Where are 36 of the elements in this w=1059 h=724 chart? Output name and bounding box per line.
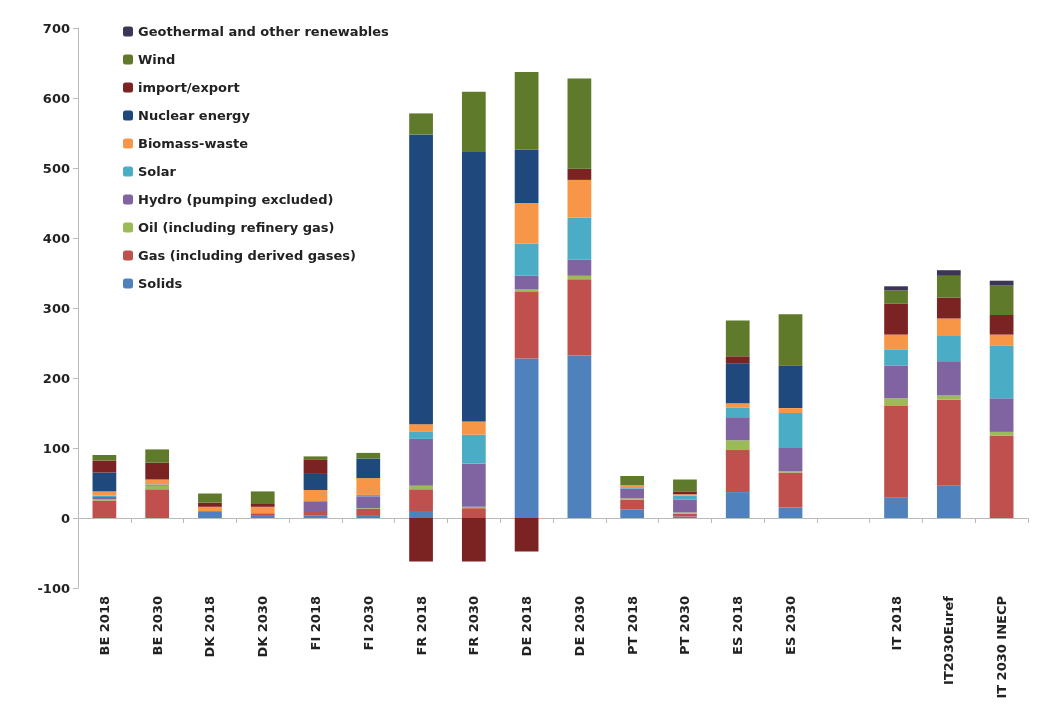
legend-label: import/export bbox=[138, 80, 240, 95]
x-tick-label: PT 2018 bbox=[624, 596, 640, 656]
legend-label: Solar bbox=[138, 164, 177, 179]
x-tick-label: DE 2030 bbox=[571, 596, 587, 657]
y-tick-label: 100 bbox=[42, 440, 70, 456]
x-tick-label: FI 2030 bbox=[360, 596, 376, 651]
legend-label: Solids bbox=[138, 276, 183, 291]
x-tick-label: FR 2018 bbox=[413, 596, 429, 656]
x-tick-label: ES 2030 bbox=[783, 596, 798, 655]
y-tick-label: -100 bbox=[37, 580, 70, 596]
x-tick-label: DK 2030 bbox=[255, 596, 271, 658]
x-tick-label: IT2030Euref bbox=[941, 595, 957, 685]
legend-label: Wind bbox=[138, 52, 176, 67]
x-tick-label: DE 2018 bbox=[519, 596, 535, 657]
y-tick-label: 600 bbox=[42, 90, 70, 106]
legend-label: Geothermal and other renewables bbox=[138, 24, 390, 39]
legend-label: Biomass-waste bbox=[138, 136, 249, 151]
y-tick-label: 500 bbox=[42, 160, 70, 176]
legend-label: Hydro (pumping excluded) bbox=[138, 192, 334, 207]
x-tick-label: FR 2030 bbox=[466, 596, 482, 656]
y-tick-label: 700 bbox=[42, 20, 70, 36]
x-tick-label: BE 2030 bbox=[149, 596, 165, 656]
y-tick-label: 400 bbox=[42, 230, 70, 246]
legend-label: Nuclear energy bbox=[138, 108, 251, 123]
y-tick-label: 0 bbox=[60, 510, 70, 526]
x-tick-label: ES 2018 bbox=[730, 596, 746, 655]
y-tick-label: 200 bbox=[42, 370, 70, 386]
x-tick-label: FI 2018 bbox=[308, 596, 323, 651]
x-tick-label: IT 2018 bbox=[888, 596, 904, 651]
legend-label: Oil (including refinery gas) bbox=[138, 220, 335, 235]
x-tick-label: PT 2030 bbox=[677, 596, 693, 656]
x-tick-label: IT 2030 INECP bbox=[994, 596, 1010, 699]
x-tick-label: DK 2018 bbox=[202, 596, 218, 658]
y-tick-label: 300 bbox=[42, 300, 70, 316]
x-tick-label: BE 2018 bbox=[96, 596, 112, 656]
legend-label: Gas (including derived gases) bbox=[138, 248, 357, 263]
